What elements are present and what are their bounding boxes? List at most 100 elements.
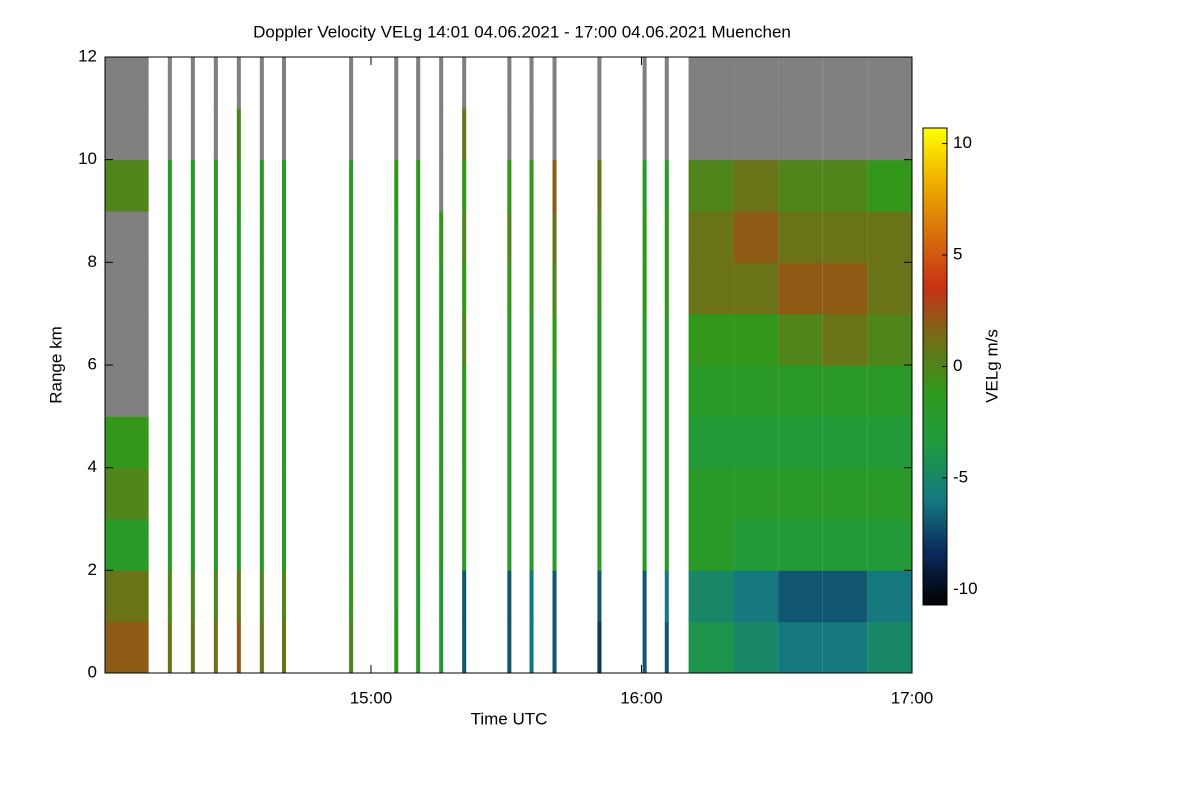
- heatmap-cell: [664, 519, 669, 571]
- heatmap-cell: [552, 57, 557, 109]
- x-tick-label: 15:00: [350, 688, 393, 707]
- heatmap-cell: [597, 211, 602, 263]
- heatmap-cell: [688, 416, 734, 469]
- heatmap-cell: [822, 211, 868, 263]
- heatmap-cell: [439, 467, 444, 520]
- heatmap-cell: [190, 570, 195, 623]
- heatmap-cell: [688, 570, 734, 623]
- heatmap-cell: [462, 159, 467, 212]
- heatmap-cell: [642, 313, 647, 366]
- heatmap-cell: [507, 211, 512, 263]
- heatmap-cell: [778, 519, 823, 571]
- heatmap-cell: [416, 365, 421, 417]
- heatmap-cell: [439, 519, 444, 571]
- heatmap-cell: [394, 108, 399, 161]
- heatmap-cell: [190, 365, 195, 417]
- heatmap-cell: [733, 159, 779, 212]
- heatmap-cell: [822, 159, 868, 212]
- heatmap-cell: [664, 570, 669, 623]
- heatmap-cell: [507, 262, 512, 315]
- heatmap-cell: [190, 262, 195, 315]
- heatmap-cell: [733, 416, 779, 469]
- heatmap-cell: [439, 211, 444, 263]
- heatmap-cell: [642, 416, 647, 469]
- heatmap-cell: [552, 416, 557, 469]
- heatmap-cell: [552, 570, 557, 623]
- heatmap-cell: [213, 313, 218, 366]
- heatmap-cell: [394, 262, 399, 315]
- heatmap-cell: [867, 570, 912, 623]
- heatmap-cell: [552, 159, 557, 212]
- heatmap-cell: [439, 108, 444, 161]
- heatmap-cell: [416, 467, 421, 520]
- heatmap-cell: [236, 519, 241, 571]
- heatmap-cell: [507, 519, 512, 571]
- heatmap-cell: [167, 416, 172, 469]
- heatmap-cell: [664, 159, 669, 212]
- heatmap-cell: [664, 313, 669, 366]
- heatmap-cell: [349, 159, 354, 212]
- heatmap-cell: [597, 262, 602, 315]
- heatmap-cell: [394, 313, 399, 366]
- heatmap-cell: [822, 262, 868, 315]
- heatmap-cell: [867, 57, 912, 109]
- heatmap-cell: [822, 313, 868, 366]
- heatmap-cell: [213, 211, 218, 263]
- heatmap-cell: [529, 416, 534, 469]
- heatmap-cell: [778, 57, 823, 109]
- heatmap-cell: [281, 313, 287, 366]
- heatmap-cell: [778, 313, 823, 366]
- heatmap-cell: [822, 57, 868, 109]
- colorbar-tick-label: 10: [953, 133, 972, 152]
- heatmap-cell: [822, 416, 868, 469]
- heatmap-cell: [167, 262, 172, 315]
- heatmap-cell: [597, 570, 602, 623]
- heatmap-cell: [349, 365, 354, 417]
- heatmap-cell: [349, 211, 354, 263]
- heatmap-cell: [597, 519, 602, 571]
- heatmap-cell: [778, 211, 823, 263]
- heatmap-cell: [733, 57, 779, 109]
- heatmap-cell: [507, 108, 512, 161]
- heatmap-cell: [236, 570, 241, 623]
- heatmap-cell: [259, 262, 264, 315]
- y-tick-label: 6: [88, 354, 97, 373]
- heatmap-cell: [529, 159, 534, 212]
- heatmap-cell: [552, 365, 557, 417]
- heatmap-cell: [167, 313, 172, 366]
- heatmap-cell: [529, 108, 534, 161]
- heatmap-cell: [529, 570, 534, 623]
- y-tick-label: 0: [88, 662, 97, 681]
- heatmap-cell: [236, 467, 241, 520]
- heatmap-cell: [190, 467, 195, 520]
- heatmap-cell: [349, 313, 354, 366]
- heatmap-cell: [597, 108, 602, 161]
- heatmap-cell: [733, 621, 779, 674]
- heatmap-cell: [688, 262, 734, 315]
- heatmap-cell: [733, 519, 779, 571]
- heatmap-cell: [105, 621, 149, 674]
- heatmap-cell: [552, 211, 557, 263]
- heatmap-cell: [439, 416, 444, 469]
- heatmap-cell: [167, 159, 172, 212]
- x-axis-label: Time UTC: [471, 709, 548, 728]
- heatmap-cell: [349, 570, 354, 623]
- heatmap-cell: [281, 365, 287, 417]
- heatmap-cell: [688, 519, 734, 571]
- heatmap-cell: [462, 621, 467, 674]
- heatmap-cell: [822, 570, 868, 623]
- heatmap-cell: [190, 108, 195, 161]
- heatmap-cell: [236, 416, 241, 469]
- heatmap-cell: [597, 57, 602, 109]
- heatmap-cell: [664, 211, 669, 263]
- heatmap-cell: [349, 57, 354, 109]
- heatmap-cell: [822, 467, 868, 520]
- heatmap-cell: [597, 416, 602, 469]
- heatmap-cell: [642, 570, 647, 623]
- heatmap-cell: [778, 108, 823, 161]
- heatmap-cell: [349, 519, 354, 571]
- heatmap-cell: [416, 621, 421, 674]
- heatmap-cell: [394, 519, 399, 571]
- heatmap-cell: [688, 467, 734, 520]
